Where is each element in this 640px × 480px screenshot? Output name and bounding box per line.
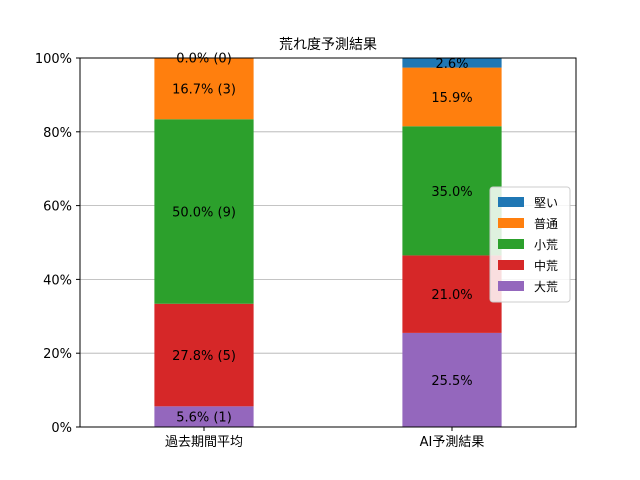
y-tick-label: 0% xyxy=(51,421,72,436)
data-label: 35.0% xyxy=(431,185,472,200)
legend-swatch xyxy=(498,239,524,249)
data-label: 2.6% xyxy=(435,57,468,72)
y-tick-label: 20% xyxy=(43,347,72,362)
data-label: 5.6% (1) xyxy=(176,411,232,426)
bar-segment xyxy=(154,406,254,427)
bar-segment xyxy=(402,58,502,68)
data-label: 21.0% xyxy=(431,288,472,303)
bar-segment xyxy=(402,67,502,127)
x-tick-label: AI予測結果 xyxy=(420,435,485,450)
legend-swatch xyxy=(498,197,524,207)
data-label: 50.0% (9) xyxy=(172,206,236,221)
data-label: 25.5% xyxy=(431,374,472,389)
y-tick-label: 100% xyxy=(35,52,72,67)
data-label: 16.7% (3) xyxy=(172,82,236,97)
chart-title: 荒れ度予測結果 xyxy=(279,37,377,53)
bar-segment xyxy=(402,255,502,333)
data-label: 27.8% (5) xyxy=(172,349,236,364)
segment-labels: 5.6% (1) 27.8% (5) 50.0% (9) 16.7% (3) 0.0% … xyxy=(172,52,473,426)
bar-segment xyxy=(154,303,254,407)
y-tick-label: 60% xyxy=(43,200,72,215)
data-label: 15.9% xyxy=(431,91,472,106)
legend-swatch xyxy=(498,281,524,291)
y-axis: 0% 20% 40% 60% 80% 100% xyxy=(35,52,80,436)
legend-label: 小荒 xyxy=(534,238,558,252)
x-tick-label: 過去期間平均 xyxy=(165,435,243,450)
bar-segment xyxy=(154,57,254,120)
plot-frame xyxy=(79,57,577,428)
y-tick-label: 40% xyxy=(43,273,72,288)
legend-box xyxy=(489,186,571,303)
y-tick-label: 80% xyxy=(43,126,72,141)
legend-label: 大荒 xyxy=(534,280,558,294)
legend-label: 中荒 xyxy=(534,258,558,273)
bar-segment xyxy=(402,332,502,427)
legend-swatch xyxy=(498,260,524,270)
data-label: 0.0% (0) xyxy=(176,52,232,67)
legend-swatch xyxy=(498,218,524,228)
legend-label: 普通 xyxy=(534,217,558,231)
bar-segment xyxy=(154,119,254,304)
legend-label: 堅い xyxy=(534,196,558,210)
bars xyxy=(154,57,502,427)
bar-segment xyxy=(402,126,502,256)
x-axis: 過去期間平均 AI予測結果 xyxy=(165,427,484,450)
